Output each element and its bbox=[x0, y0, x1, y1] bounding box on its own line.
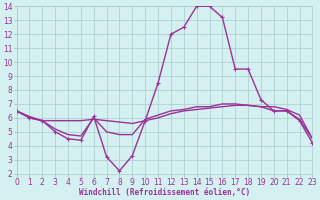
X-axis label: Windchill (Refroidissement éolien,°C): Windchill (Refroidissement éolien,°C) bbox=[79, 188, 250, 197]
